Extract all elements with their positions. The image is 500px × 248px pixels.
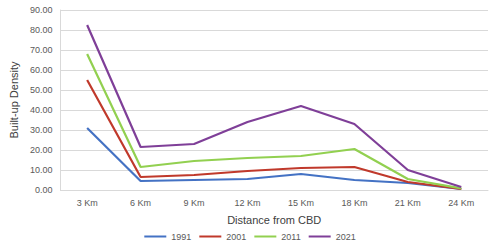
svg-text:21 Km: 21 Km [395, 198, 421, 208]
svg-text:24 Km: 24 Km [448, 198, 474, 208]
svg-text:Distance from CBD: Distance from CBD [227, 214, 321, 226]
svg-text:2021: 2021 [336, 232, 356, 242]
svg-text:60.00: 60.00 [30, 65, 53, 75]
svg-text:30.00: 30.00 [30, 125, 53, 135]
svg-text:20.00: 20.00 [30, 145, 53, 155]
svg-text:Built-up Density: Built-up Density [8, 61, 20, 139]
svg-text:18 Km: 18 Km [341, 198, 367, 208]
svg-text:90.00: 90.00 [30, 5, 53, 15]
svg-text:0.00: 0.00 [35, 185, 53, 195]
svg-text:12 Km: 12 Km [234, 198, 260, 208]
svg-text:10.00: 10.00 [30, 165, 53, 175]
svg-text:3 Km: 3 Km [77, 198, 98, 208]
svg-text:70.00: 70.00 [30, 45, 53, 55]
svg-text:2011: 2011 [281, 232, 300, 242]
svg-text:1991: 1991 [171, 232, 191, 242]
svg-text:40.00: 40.00 [30, 105, 53, 115]
svg-text:9 Km: 9 Km [184, 198, 205, 208]
svg-text:50.00: 50.00 [30, 85, 53, 95]
svg-text:15 Km: 15 Km [288, 198, 314, 208]
svg-text:6 Km: 6 Km [130, 198, 151, 208]
svg-text:80.00: 80.00 [30, 25, 53, 35]
svg-text:2001: 2001 [226, 232, 246, 242]
